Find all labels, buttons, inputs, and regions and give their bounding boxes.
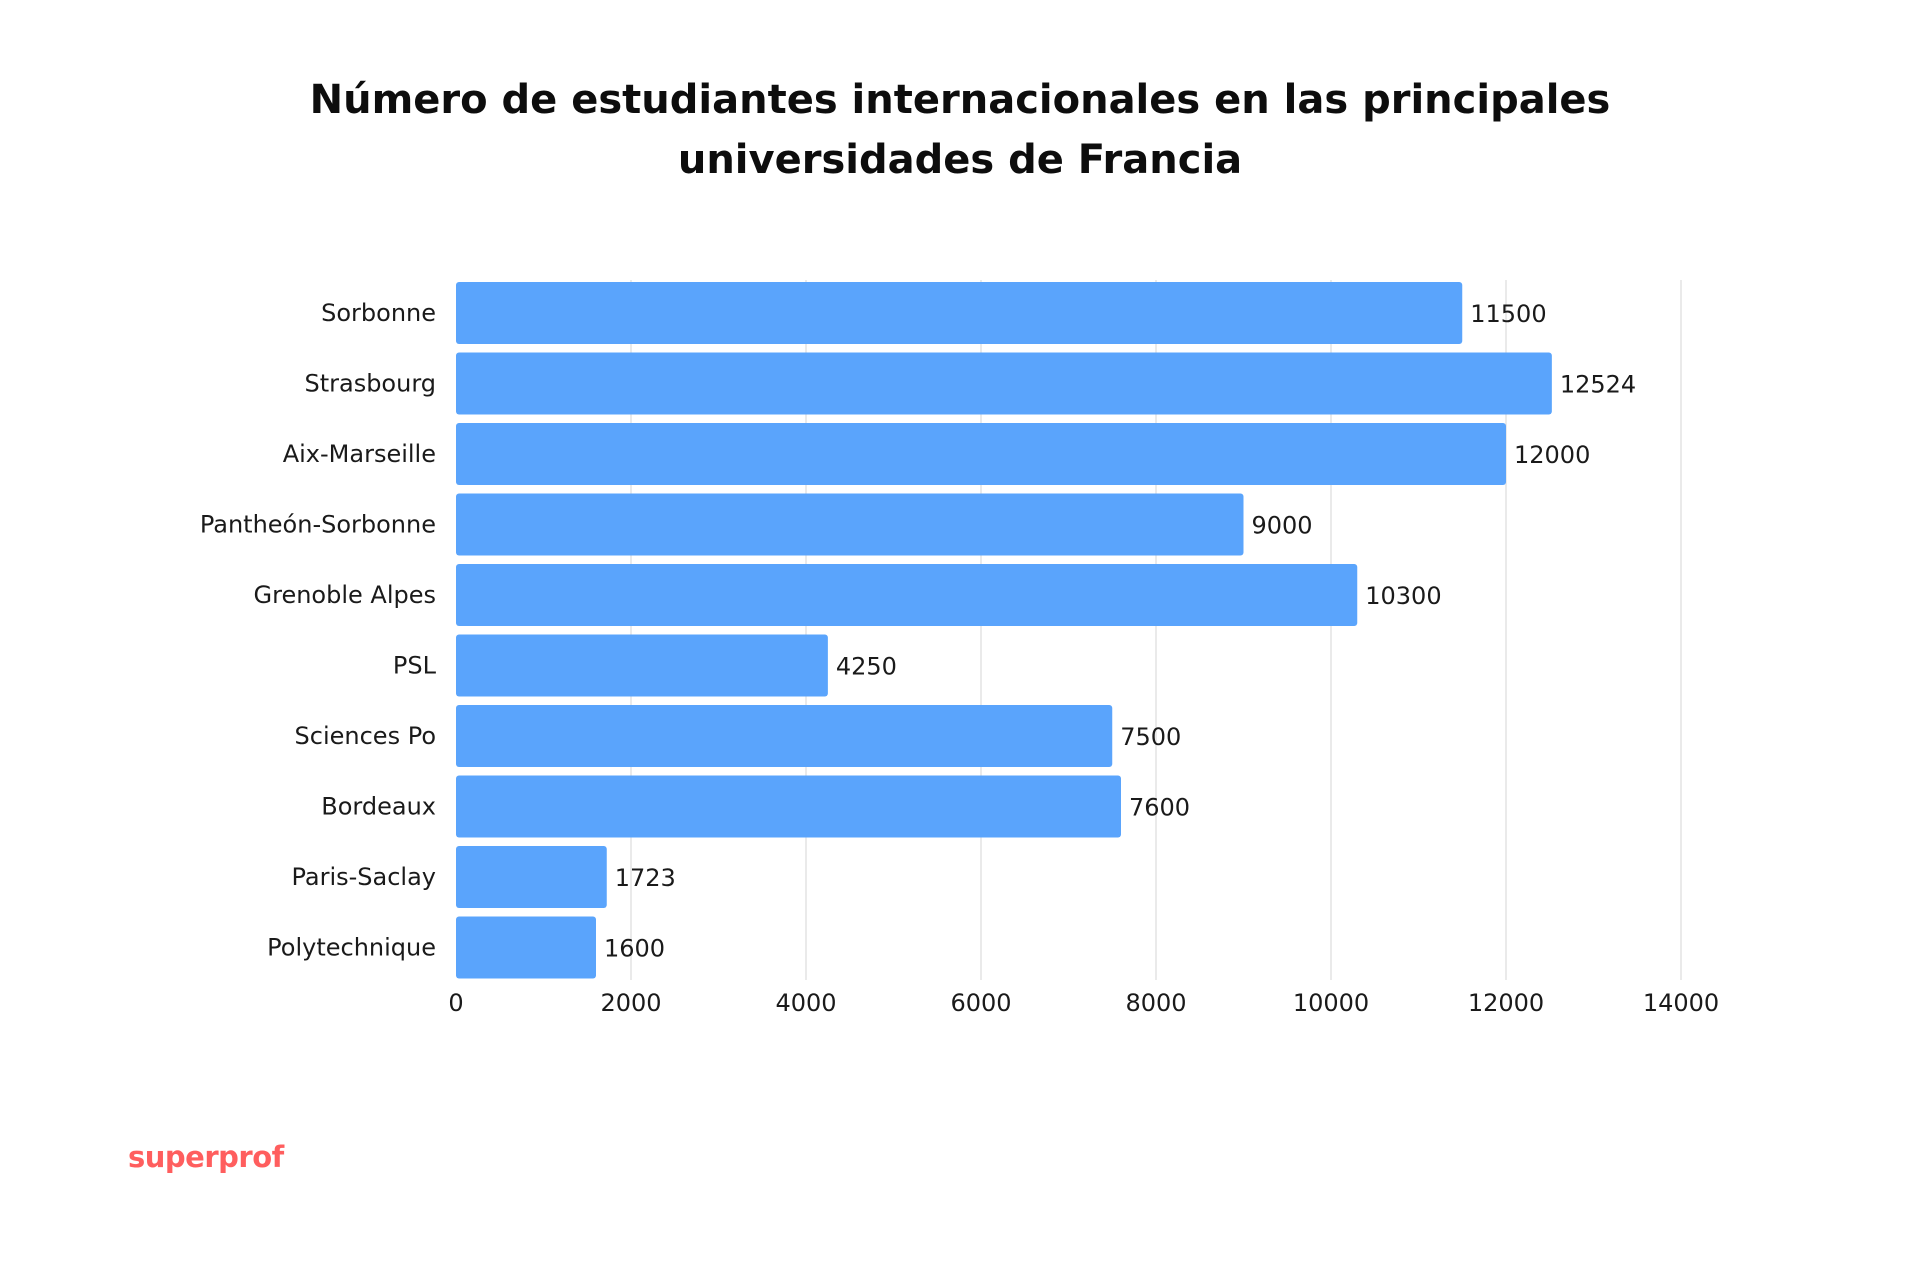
- data-label: 1723: [615, 864, 676, 892]
- category-label: Paris-Saclay: [291, 863, 436, 891]
- data-label: 7600: [1129, 794, 1190, 822]
- category-label: Pantheón-Sorbonne: [200, 511, 436, 539]
- bar: [456, 493, 1244, 556]
- data-label: 9000: [1252, 512, 1313, 540]
- bar: [456, 282, 1463, 344]
- bar: [456, 564, 1358, 626]
- x-tick-label: 12000: [1468, 989, 1544, 1017]
- x-tick-label: 14000: [1643, 989, 1719, 1017]
- data-label: 1600: [604, 935, 665, 963]
- category-label: Aix-Marseille: [283, 440, 436, 468]
- x-axis-ticks: 0 2000 4000 6000 8000 10000 12000 14000: [448, 989, 1719, 1017]
- data-label: 10300: [1365, 582, 1441, 610]
- data-labels: 11500 12524 12000 9000 10300 4250 7500 7600 1723…: [604, 300, 1636, 963]
- bar: [456, 352, 1552, 415]
- x-tick-label: 0: [448, 989, 463, 1017]
- category-label: Strasbourg: [304, 370, 436, 398]
- data-label: 12000: [1514, 441, 1590, 469]
- data-label: 7500: [1120, 723, 1181, 751]
- data-label: 11500: [1470, 300, 1546, 328]
- category-label: PSL: [393, 652, 437, 680]
- category-label: Bordeaux: [321, 793, 436, 821]
- bar: [456, 846, 607, 908]
- x-tick-label: 10000: [1293, 989, 1369, 1017]
- x-tick-label: 2000: [600, 989, 661, 1017]
- category-label: Sorbonne: [321, 299, 436, 327]
- category-label: Grenoble Alpes: [254, 581, 436, 609]
- data-label: 12524: [1560, 371, 1636, 399]
- chart-title-line-2: universidades de Francia: [677, 137, 1243, 183]
- x-tick-label: 6000: [950, 989, 1011, 1017]
- bar: [456, 634, 828, 697]
- bar: [456, 916, 596, 979]
- superprof-logo: superprof: [128, 1140, 284, 1174]
- bars: [456, 282, 1552, 979]
- x-tick-label: 4000: [775, 989, 836, 1017]
- chart-title-line-1: Número de estudiantes internacionales en…: [309, 77, 1611, 123]
- category-label: Sciences Po: [295, 722, 436, 750]
- bar: [456, 423, 1506, 485]
- category-labels: Sorbonne Strasbourg Aix-Marseille Pantheón-…: [200, 299, 437, 962]
- x-tick-label: 8000: [1125, 989, 1186, 1017]
- category-label: Polytechnique: [267, 934, 436, 962]
- bar: [456, 705, 1113, 767]
- data-label: 4250: [836, 653, 897, 681]
- bar: [456, 775, 1121, 838]
